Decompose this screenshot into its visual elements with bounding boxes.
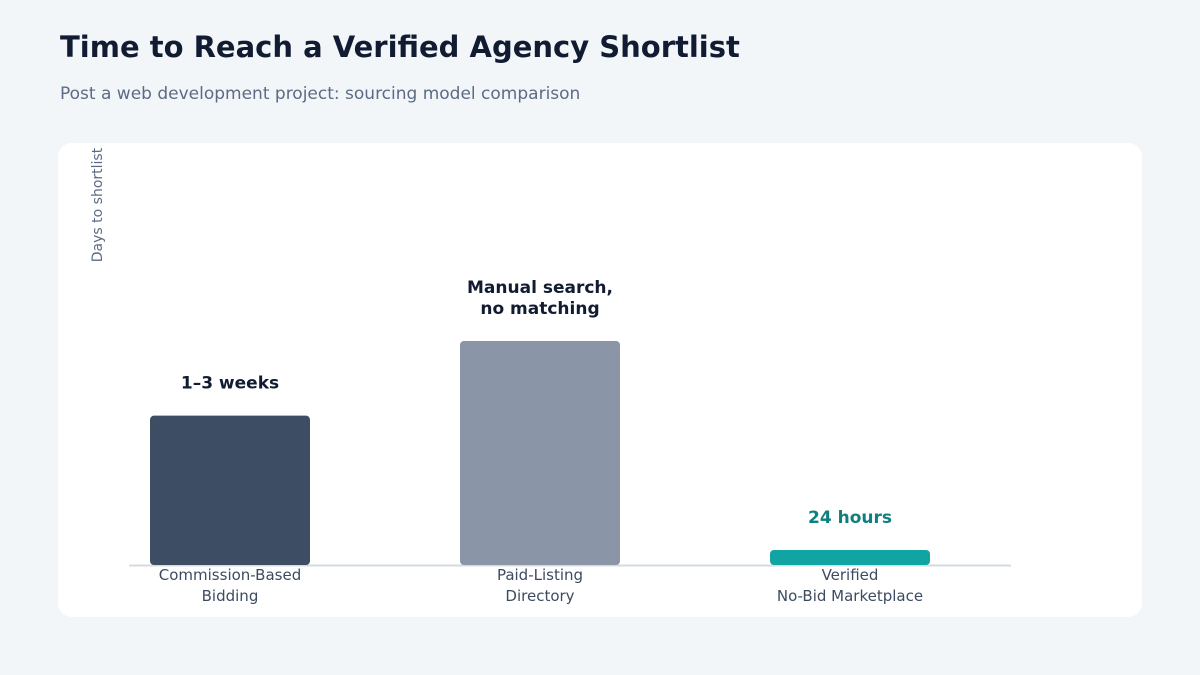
category-label-3: Verified No-Bid Marketplace: [777, 566, 923, 605]
data-label-2: Manual search, no matching: [467, 278, 613, 319]
data-label-1: 1–3 weeks: [181, 374, 279, 394]
bar-2: [460, 341, 620, 565]
chart-card: Days to shortlist 1–3 weeks Commission-Bas…: [58, 143, 1142, 617]
y-axis-label: Days to shortlist: [90, 147, 106, 262]
category-label-1: Commission-Based Bidding: [159, 566, 301, 605]
chart-title: Time to Reach a Verified Agency Shortlis…: [60, 30, 740, 64]
category-label-2: Paid-Listing Directory: [497, 566, 583, 605]
chart-subtitle: Post a web development project: sourcing…: [60, 84, 581, 104]
bar-1: [150, 415, 310, 565]
bar-3: [770, 550, 930, 565]
bar-chart: Days to shortlist 1–3 weeks Commission-Bas…: [90, 147, 1011, 605]
data-label-3: 24 hours: [808, 508, 892, 528]
